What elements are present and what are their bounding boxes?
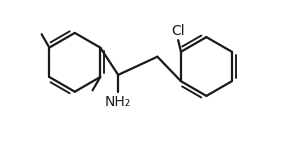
Text: NH₂: NH₂: [105, 95, 131, 108]
Text: Cl: Cl: [171, 24, 185, 38]
